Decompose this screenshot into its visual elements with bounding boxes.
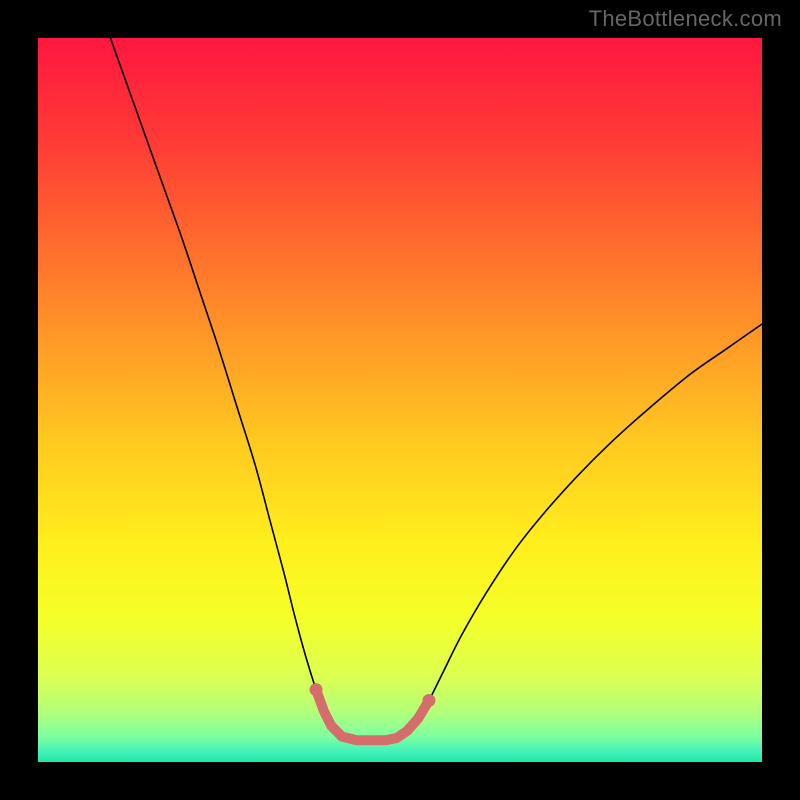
highlight-end-dot	[422, 694, 435, 707]
chart-svg	[38, 38, 762, 762]
highlight-start-dot	[310, 683, 323, 696]
chart-frame: TheBottleneck.com	[0, 0, 800, 800]
plot-area	[38, 38, 762, 762]
watermark-text: TheBottleneck.com	[589, 6, 782, 32]
plot-background	[38, 38, 762, 762]
